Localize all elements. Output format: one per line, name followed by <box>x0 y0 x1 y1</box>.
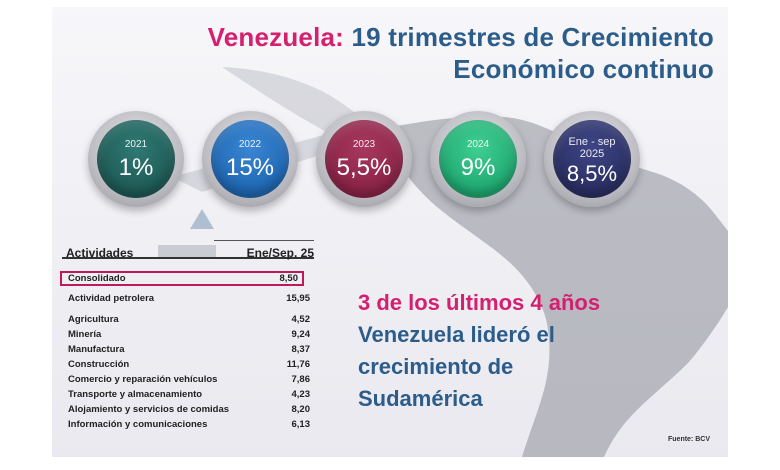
row-label: Consolidado <box>68 273 126 284</box>
slide-title: Venezuela: 19 trimestres de Crecimiento … <box>208 21 714 85</box>
header-bar-decoration <box>158 245 216 257</box>
growth-circle-inner: Ene - sep 2025 8,5% <box>553 120 631 198</box>
growth-circle-2024: 2024 9% <box>430 111 526 207</box>
table-row: Agricultura 4,52 <box>62 312 314 327</box>
growth-year: 2024 <box>466 139 490 150</box>
table-header-activities: Actividades <box>66 246 134 260</box>
row-value: 8,37 <box>291 344 311 355</box>
row-value: 8,20 <box>291 404 311 415</box>
row-value: 9,24 <box>291 329 311 340</box>
growth-period-a: Ene - sep <box>568 136 616 148</box>
growth-year: 2023 <box>352 139 376 150</box>
row-label: Información y comunicaciones <box>68 419 208 430</box>
row-value: 7,86 <box>291 374 311 385</box>
row-label: Manufactura <box>68 344 125 355</box>
growth-circle-inner: 2024 9% <box>439 120 517 198</box>
growth-year: 2021 <box>124 139 148 150</box>
growth-period: Ene - sep 2025 <box>553 136 631 160</box>
row-label: Transporte y almacenamiento <box>68 389 203 400</box>
table-row: Manufactura 8,37 <box>62 342 314 357</box>
row-value: 4,23 <box>291 389 311 400</box>
row-label: Actividad petrolera <box>68 293 155 304</box>
row-value: 6,13 <box>291 419 311 430</box>
growth-value: 1% <box>118 154 154 181</box>
table-row: Transporte y almacenamiento 4,23 <box>62 387 314 402</box>
row-label: Alojamiento y servicios de comidas <box>68 404 230 415</box>
title-line2: Económico continuo <box>453 54 714 84</box>
slide: Venezuela: 19 trimestres de Crecimiento … <box>52 7 728 457</box>
row-label: Agricultura <box>68 314 119 325</box>
table-header: Actividades Ene/Sep. 25 <box>62 237 314 260</box>
row-label: Construcción <box>68 359 130 370</box>
table-row-consolidado: Consolidado 8,50 <box>60 271 304 286</box>
highlight-line2: Venezuela lideró el <box>358 322 555 347</box>
highlight-line3: crecimiento de <box>358 354 514 379</box>
growth-circle-2022: 2022 15% <box>202 111 298 207</box>
growth-year: 2022 <box>238 139 262 150</box>
table-row: Actividad petrolera 15,95 <box>62 292 314 312</box>
table-row: Información y comunicaciones 6,13 <box>62 417 314 432</box>
row-label: Minería <box>68 329 102 340</box>
activities-table: Actividades Ene/Sep. 25 Consolidado 8,50… <box>60 237 314 432</box>
row-value: 4,52 <box>291 314 311 325</box>
row-value: 8,50 <box>279 273 299 284</box>
title-line1: 19 trimestres de Crecimiento <box>344 22 714 52</box>
growth-circle-2023: 2023 5,5% <box>316 111 412 207</box>
highlight-line4: Sudamérica <box>358 386 483 411</box>
table-row: Comercio y reparación vehículos 7,86 <box>62 372 314 387</box>
growth-value: 5,5% <box>336 154 392 181</box>
table-row: Construcción 11,76 <box>62 357 314 372</box>
table-row: Alojamiento y servicios de comidas 8,20 <box>62 402 314 417</box>
growth-period-b: 2025 <box>579 148 605 160</box>
highlight-message: 3 de los últimos 4 años Venezuela lideró… <box>358 287 600 415</box>
source-note: Fuente: BCV <box>668 436 710 443</box>
growth-circle-2021: 2021 1% <box>88 111 184 207</box>
header-top-rule <box>214 240 314 241</box>
growth-circle-inner: 2022 15% <box>211 120 289 198</box>
growth-value: 9% <box>460 154 496 181</box>
growth-value: 15% <box>225 154 275 181</box>
growth-circle-2025: Ene - sep 2025 8,5% <box>544 111 640 207</box>
table-header-period: Ene/Sep. 25 <box>246 246 314 260</box>
row-label: Comercio y reparación vehículos <box>68 374 218 385</box>
growth-value: 8,5% <box>566 161 618 186</box>
highlight-line1: 3 de los últimos 4 años <box>358 290 601 315</box>
row-value: 11,76 <box>286 359 310 370</box>
growth-circle-inner: 2023 5,5% <box>325 120 403 198</box>
table-row: Minería 9,24 <box>62 327 314 342</box>
growth-circle-inner: 2021 1% <box>97 120 175 198</box>
title-accent: Venezuela: <box>207 22 345 52</box>
row-value: 15,95 <box>286 293 310 304</box>
